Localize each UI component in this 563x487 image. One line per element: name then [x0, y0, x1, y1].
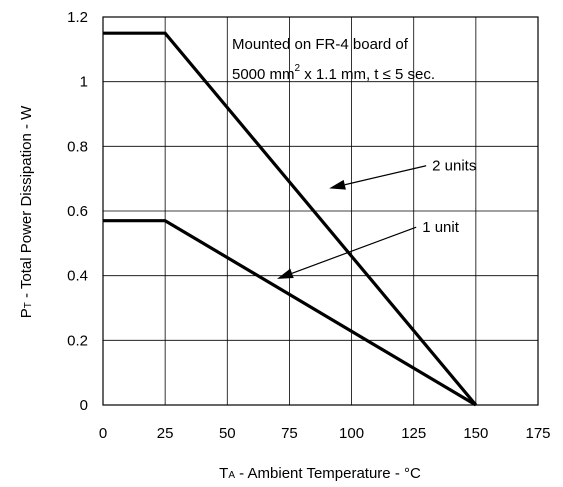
callouts: 2 units 1 unit: [277, 158, 476, 279]
x-tick-label: 150: [463, 425, 488, 442]
callout-arrow-head: [329, 179, 346, 190]
y-tick-label: 0.8: [67, 138, 88, 155]
annotation-line-2: 5000 mm2 x 1.1 mm, t ≤ 5 sec.: [232, 63, 435, 83]
callout-label: 1 unit: [422, 219, 460, 236]
x-tick-label: 125: [401, 425, 426, 442]
series-lines: [103, 31, 478, 407]
series-line-2-units: [103, 31, 478, 407]
y-tick-label: 0.4: [67, 268, 88, 285]
y-tick-label: 1: [80, 74, 88, 91]
grid: [102, 16, 539, 406]
x-axis-label-sub: A: [228, 470, 235, 481]
x-tick-label: 75: [281, 425, 298, 442]
x-axis-label-main: T: [219, 465, 228, 482]
y-tick-label: 1.2: [67, 9, 88, 26]
x-tick-label: 175: [525, 425, 550, 442]
x-tick-label: 25: [157, 425, 174, 442]
y-tick-label: 0: [80, 397, 88, 414]
annotation-line-2-b: x 1.1 mm, t ≤ 5 sec.: [300, 66, 435, 83]
y-axis-label-sub: T: [23, 302, 34, 308]
y-axis-label-rest: - Total Power Dissipation - W: [18, 105, 35, 302]
x-tick-label: 0: [99, 425, 107, 442]
tick-labels: 0 25 50 75 100 125 150 175 0 0.2 0.4 0.6 0.8 1 1.2: [67, 9, 550, 442]
y-axis-label-main: P: [18, 308, 35, 318]
callout-arrow-shaft: [344, 165, 427, 186]
x-tick-label: 50: [219, 425, 236, 442]
callout-arrow-shaft: [291, 226, 417, 274]
x-axis-label-rest: - Ambient Temperature - °C: [235, 465, 421, 482]
annotation-box: Mounted on FR-4 board of 5000 mm2 x 1.1 …: [232, 36, 435, 83]
x-axis-label: TA - Ambient Temperature - °C: [219, 465, 421, 482]
y-tick-label: 0.6: [67, 203, 88, 220]
plot-frame: [102, 16, 539, 406]
annotation-line-1: Mounted on FR-4 board of: [232, 36, 409, 53]
callout-label: 2 units: [432, 158, 476, 175]
y-axis-label: PT - Total Power Dissipation - W: [18, 105, 35, 318]
annotation-superscript: 2: [295, 63, 301, 74]
annotation-line-2-a: 5000 mm: [232, 66, 295, 83]
callout-arrow-head: [277, 268, 294, 279]
x-tick-label: 100: [339, 425, 364, 442]
series-line-1-unit: [103, 219, 477, 407]
y-tick-label: 0.2: [67, 332, 88, 349]
